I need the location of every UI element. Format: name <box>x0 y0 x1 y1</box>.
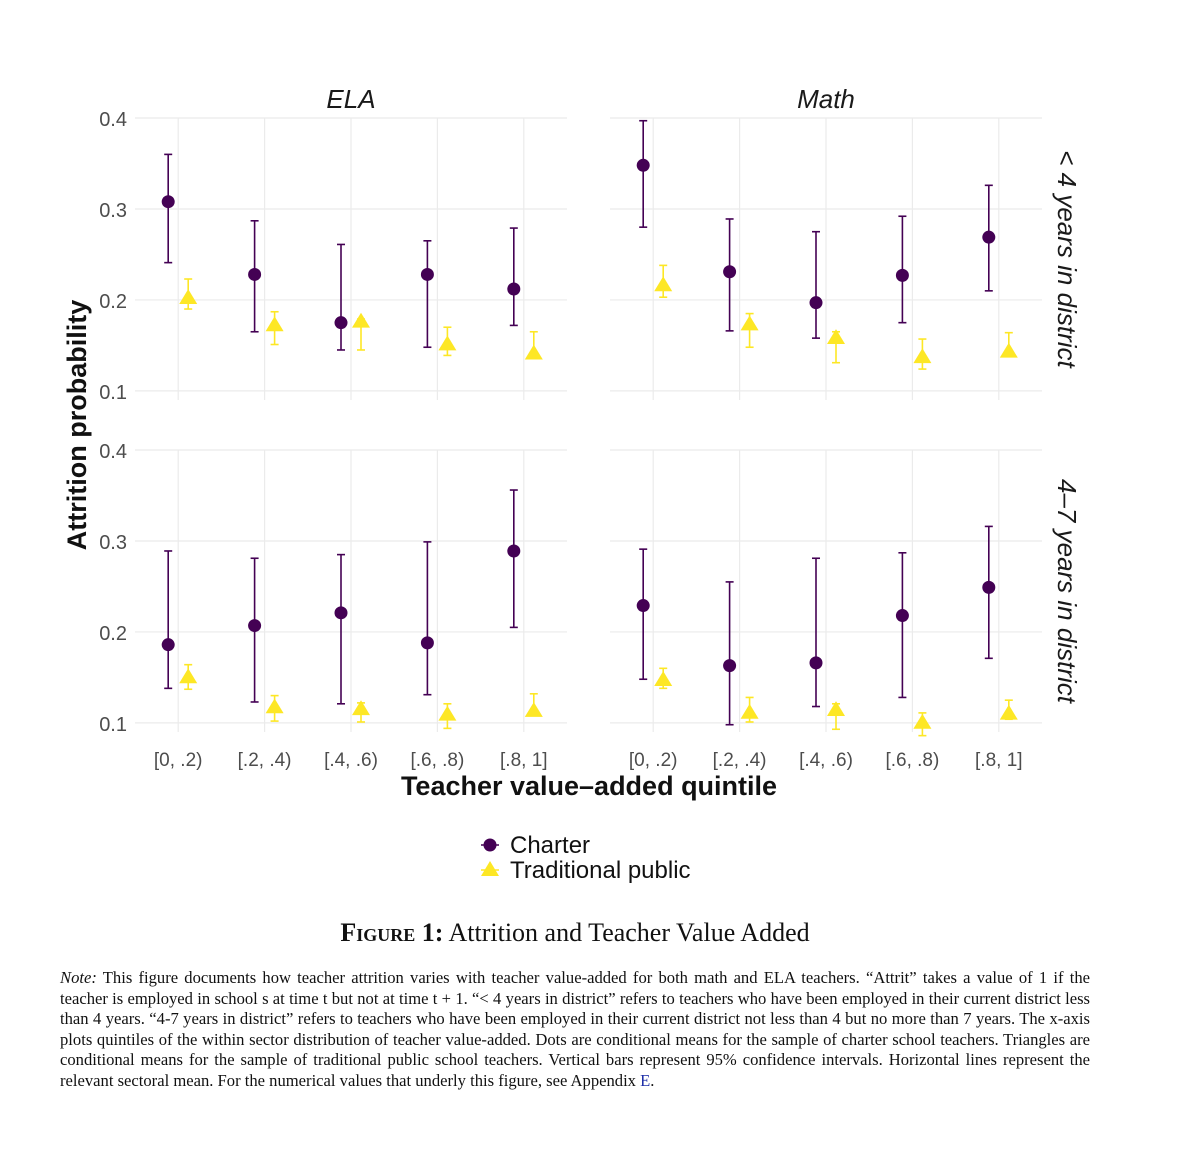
y-tick-label: 0.3 <box>99 532 127 554</box>
charter-point-ela-4to7 <box>161 638 175 652</box>
y-tick-label: 0.1 <box>99 714 127 736</box>
charter-point-math-lt4 <box>895 268 909 282</box>
traditional-point-ela-4to7 <box>352 700 370 716</box>
charter-point-ela-lt4 <box>161 195 175 209</box>
x-tick-label: [0, .2) <box>629 750 678 771</box>
y-tick-label: 0.3 <box>99 200 127 222</box>
traditional-point-math-4to7 <box>740 703 759 719</box>
note-text: This figure documents how teacher attrit… <box>60 968 1090 1090</box>
charter-point-ela-lt4 <box>248 267 262 281</box>
charter-point-math-4to7 <box>809 656 823 670</box>
legend-traditional-label: Traditional public <box>510 857 691 884</box>
traditional-point-ela-lt4 <box>438 335 457 351</box>
charter-point-math-lt4 <box>982 230 996 244</box>
facet-col-label: ELA <box>326 84 375 114</box>
traditional-point-ela-lt4 <box>179 289 198 304</box>
charter-point-ela-4to7 <box>507 544 521 558</box>
y-tick-label: 0.2 <box>99 623 127 645</box>
traditional-point-math-4to7 <box>913 713 932 729</box>
y-tick-label: 0.4 <box>99 441 127 463</box>
x-tick-label: [.2, .4) <box>713 750 767 771</box>
charter-point-math-4to7 <box>982 580 996 594</box>
traditional-point-ela-4to7 <box>179 668 198 684</box>
charter-point-ela-lt4 <box>334 316 348 330</box>
traditional-point-math-lt4 <box>999 342 1018 358</box>
traditional-point-math-lt4 <box>740 315 759 331</box>
traditional-point-math-lt4 <box>654 276 673 292</box>
charter-point-math-4to7 <box>723 659 737 673</box>
charter-point-math-lt4 <box>809 296 823 310</box>
legend-charter-key <box>483 838 497 852</box>
charter-point-math-lt4 <box>636 158 650 172</box>
x-tick-label: [.8, 1] <box>975 750 1023 771</box>
x-tick-label: [.2, .4) <box>238 750 292 771</box>
y-tick-label: 0.1 <box>99 382 127 404</box>
facet-row-label: 4–7 years in district <box>1052 479 1082 705</box>
note-end: . <box>650 1070 655 1090</box>
charter-point-ela-4to7 <box>334 606 348 620</box>
facet-row-label: < 4 years in district <box>1052 150 1082 369</box>
legend-charter-label: Charter <box>510 832 590 859</box>
x-tick-label: [.4, .6) <box>324 750 378 771</box>
traditional-point-ela-lt4 <box>265 316 284 332</box>
traditional-point-math-lt4 <box>913 348 932 364</box>
figure-caption: Figure 1: Attrition and Teacher Value Ad… <box>0 918 1150 948</box>
charter-point-math-lt4 <box>723 265 737 279</box>
traditional-point-math-4to7 <box>827 701 845 717</box>
traditional-point-ela-lt4 <box>524 344 543 360</box>
y-tick-label: 0.4 <box>99 109 127 131</box>
charter-point-ela-lt4 <box>420 267 434 281</box>
appendix-link[interactable]: E <box>640 1070 651 1090</box>
traditional-point-math-lt4 <box>827 329 845 344</box>
x-tick-label: [.6, .8) <box>410 750 464 771</box>
caption-label: Figure 1: <box>340 918 444 947</box>
traditional-point-math-4to7 <box>654 671 673 686</box>
traditional-point-ela-lt4 <box>352 312 370 328</box>
charter-point-ela-4to7 <box>420 636 434 650</box>
traditional-point-ela-4to7 <box>524 702 543 717</box>
x-axis-title: Teacher value–added quintile <box>401 771 777 801</box>
legend-traditional-key <box>481 861 499 876</box>
facet-col-label: Math <box>797 84 855 114</box>
charter-point-math-4to7 <box>636 599 650 613</box>
traditional-point-math-4to7 <box>999 704 1018 720</box>
charter-point-ela-4to7 <box>248 619 262 633</box>
charter-point-ela-lt4 <box>507 282 521 296</box>
charter-point-math-4to7 <box>895 609 909 623</box>
y-axis-title: Attrition probability <box>62 300 92 550</box>
figure-note: Note: This figure documents how teacher … <box>60 968 1090 1091</box>
y-tick-label: 0.2 <box>99 291 127 313</box>
note-label: Note: <box>60 968 97 987</box>
x-tick-label: [.6, .8) <box>885 750 939 771</box>
traditional-point-ela-4to7 <box>438 705 457 721</box>
x-tick-label: [0, .2) <box>154 750 203 771</box>
x-tick-label: [.4, .6) <box>799 750 853 771</box>
caption-title: Attrition and Teacher Value Added <box>448 918 810 947</box>
traditional-point-ela-4to7 <box>265 698 284 714</box>
x-tick-label: [.8, 1] <box>500 750 548 771</box>
